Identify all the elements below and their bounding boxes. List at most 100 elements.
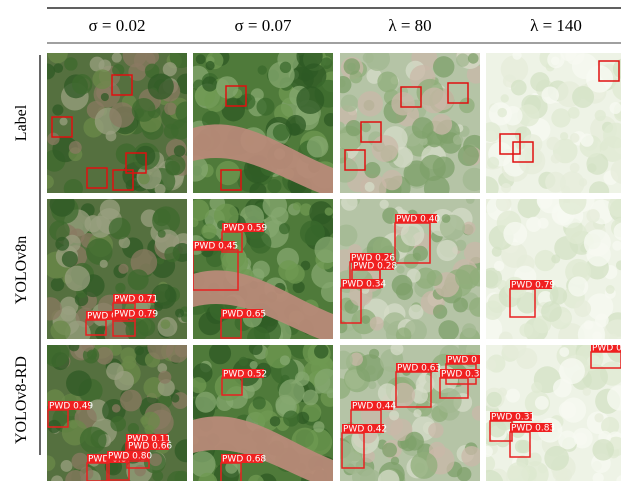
canopy — [92, 69, 113, 90]
canopy — [151, 283, 177, 309]
canopy — [112, 64, 125, 77]
canopy — [324, 207, 333, 216]
canopy — [108, 217, 131, 240]
canopy — [340, 440, 355, 468]
detection-tag — [440, 369, 480, 378]
canopy — [583, 229, 611, 257]
canopy — [202, 76, 218, 92]
canopy — [47, 297, 62, 321]
canopy — [340, 350, 353, 370]
detection-tag — [510, 423, 552, 432]
canopy — [601, 416, 620, 436]
canopy — [157, 363, 168, 373]
canopy — [612, 240, 621, 251]
detection-label: PWD 0.79 — [114, 310, 158, 320]
canopy — [381, 169, 403, 191]
canopy — [53, 63, 64, 74]
canopy — [47, 132, 60, 146]
detection-tag — [126, 434, 168, 443]
canopy — [340, 147, 349, 164]
canopy — [314, 236, 333, 263]
canopy — [289, 66, 314, 92]
detection-label: PWD 0.80 — [87, 312, 131, 322]
canopy — [149, 453, 162, 467]
canopy — [49, 220, 70, 241]
canopy — [59, 117, 68, 126]
canopy — [510, 79, 527, 96]
canopy — [71, 452, 89, 470]
canopy — [592, 438, 615, 461]
canopy — [296, 53, 323, 69]
column-header: σ = 0.02 — [88, 16, 145, 35]
canopy — [514, 439, 529, 454]
canopy — [488, 419, 507, 438]
canopy — [360, 122, 371, 133]
canopy — [60, 305, 76, 322]
label-box — [112, 169, 134, 191]
canopy — [63, 178, 83, 193]
canopy — [500, 94, 509, 103]
canopy — [452, 134, 464, 145]
canopy — [368, 380, 377, 390]
detection-tag — [86, 311, 128, 320]
canopy — [527, 452, 542, 467]
canopy — [572, 86, 595, 109]
canopy — [502, 345, 527, 359]
canopy — [408, 304, 424, 320]
detection-label: PWD 0.80 — [108, 452, 152, 462]
detection-label: PWD 0.40 — [396, 215, 440, 225]
canopy — [115, 282, 126, 294]
canopy — [372, 237, 393, 258]
image-panel — [193, 53, 333, 193]
canopy — [193, 451, 216, 478]
canopy — [501, 182, 512, 193]
canopy — [299, 220, 325, 246]
canopy — [518, 147, 546, 175]
canopy — [109, 102, 135, 128]
canopy — [608, 199, 621, 218]
image-panel — [47, 53, 187, 193]
canopy — [170, 119, 187, 140]
canopy — [125, 318, 149, 339]
canopy — [84, 215, 102, 233]
canopy — [603, 122, 621, 149]
canopy — [47, 175, 54, 189]
detections: PWD 0.63 PWD 0 PWD 0.36 PWD 0.44 PWD 0.42 — [341, 355, 485, 469]
canopy — [252, 396, 266, 410]
detection-label: PWD 0.65 — [222, 310, 266, 320]
canopy — [323, 112, 333, 127]
canopy — [50, 277, 65, 292]
canopy — [365, 53, 391, 72]
detection-tag — [107, 451, 149, 460]
canopy — [160, 319, 171, 330]
detection-label: PWD 0.36 — [441, 370, 485, 380]
canopy — [516, 292, 539, 314]
canopy — [486, 454, 496, 473]
canopy — [340, 121, 345, 131]
detection-tag — [510, 280, 552, 289]
canopy — [500, 55, 529, 83]
canopy — [551, 108, 571, 128]
canopy — [164, 246, 180, 263]
canopy — [395, 327, 412, 339]
detection-tag — [341, 279, 383, 288]
canopy — [79, 426, 107, 454]
canopy — [173, 145, 186, 157]
detections: PWD 0.79 — [509, 280, 555, 318]
canopy — [122, 355, 137, 370]
canopy — [198, 472, 218, 481]
canopy — [60, 460, 73, 472]
canopy — [61, 251, 78, 268]
canopy — [313, 421, 325, 433]
canopy — [285, 264, 305, 284]
canopy — [577, 320, 606, 339]
canopy — [550, 153, 561, 164]
canopy — [613, 222, 621, 241]
canopy — [507, 461, 530, 481]
canopy — [314, 345, 329, 359]
canopy — [486, 469, 504, 481]
canopy — [517, 199, 541, 219]
canopy — [296, 86, 325, 115]
canopy — [152, 470, 164, 481]
canopy — [364, 181, 375, 192]
